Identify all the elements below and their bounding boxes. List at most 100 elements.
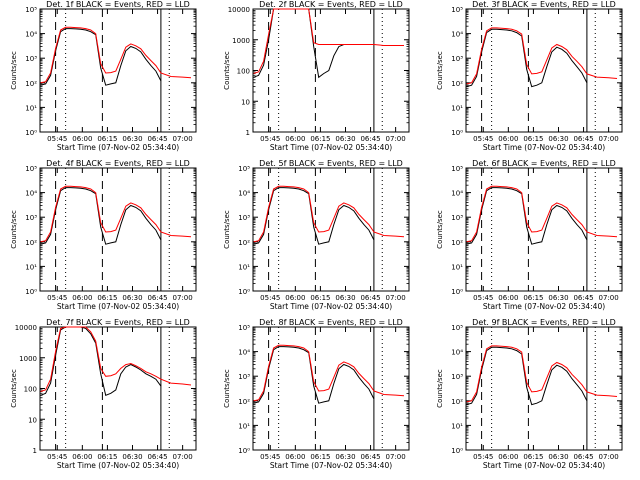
y-axis-label: Counts/sec xyxy=(10,210,18,249)
x-tick-label: 06:00 xyxy=(498,453,518,461)
y-tick-label: 10² xyxy=(25,80,37,88)
x-tick-label: 07:00 xyxy=(599,453,619,461)
y-tick-label: 10³ xyxy=(451,373,463,381)
y-tick-label: 10000 xyxy=(15,324,37,332)
x-tick-label: 05:45 xyxy=(260,294,280,302)
y-tick-label: 10¹ xyxy=(238,422,250,430)
x-tick-label: 06:00 xyxy=(285,294,305,302)
x-axis-label: Start Time (07-Nov-02 05:34:40) xyxy=(57,302,179,311)
chart-title: Det. 9f BLACK = Events, RED = LLD xyxy=(472,318,616,327)
x-tick-label: 06:15 xyxy=(310,294,330,302)
y-tick-label: 1000 xyxy=(232,37,250,45)
x-tick-label: 06:00 xyxy=(285,135,305,143)
y-axis-label: Counts/sec xyxy=(10,369,18,408)
y-tick-label: 1 xyxy=(33,447,37,455)
y-tick-label: 10⁴ xyxy=(25,31,37,39)
plot-frame xyxy=(465,8,623,133)
y-tick-label: 10¹ xyxy=(451,263,463,271)
series-line-lld xyxy=(40,326,192,392)
x-tick-label: 06:15 xyxy=(97,453,117,461)
y-tick-label: 10³ xyxy=(451,55,463,63)
plot-frame xyxy=(39,8,197,133)
chart-title: Det. 7f BLACK = Events, RED = LLD xyxy=(46,318,190,327)
x-tick-label: 07:00 xyxy=(173,294,193,302)
x-axis-label: Start Time (07-Nov-02 05:34:40) xyxy=(483,302,605,311)
x-tick-label: 06:45 xyxy=(147,294,167,302)
x-axis-label: Start Time (07-Nov-02 05:34:40) xyxy=(57,143,179,152)
y-tick-label: 1 xyxy=(246,129,250,137)
plot-frame xyxy=(39,167,197,292)
series-line-lld xyxy=(253,8,404,74)
y-tick-label: 10⁰ xyxy=(451,447,463,455)
y-tick-label: 10⁴ xyxy=(451,31,463,39)
x-tick-label: 05:45 xyxy=(47,135,67,143)
x-tick-label: 06:45 xyxy=(360,294,380,302)
x-tick-label: 06:00 xyxy=(72,294,92,302)
y-tick-label: 10⁰ xyxy=(25,129,37,137)
y-tick-label: 10¹ xyxy=(451,422,463,430)
x-tick-label: 06:45 xyxy=(360,135,380,143)
chart-panel-3: Det. 3f BLACK = Events, RED = LLD 10⁰ 10¹ 1… xyxy=(436,0,623,152)
x-tick-label: 06:30 xyxy=(548,135,568,143)
y-tick-label: 10¹ xyxy=(25,104,37,112)
x-tick-label: 05:45 xyxy=(260,135,280,143)
x-tick-label: 06:00 xyxy=(498,294,518,302)
y-tick-label: 10² xyxy=(451,398,463,406)
chart-panel-8: Det. 8f BLACK = Events, RED = LLD 10⁰ 10¹ 1… xyxy=(223,318,410,470)
x-axis-label: Start Time (07-Nov-02 05:34:40) xyxy=(270,302,392,311)
x-tick-label: 05:45 xyxy=(473,453,493,461)
y-tick-label: 10⁰ xyxy=(238,447,250,455)
y-tick-label: 10⁵ xyxy=(25,6,37,14)
chart-panel-2: Det. 2f BLACK = Events, RED = LLD 1 10 100 1… xyxy=(223,0,410,152)
y-tick-label: 10² xyxy=(451,80,463,88)
x-tick-label: 07:00 xyxy=(386,135,406,143)
chart-panel-7: Det. 7f BLACK = Events, RED = LLD 1 10 100 1… xyxy=(10,318,197,470)
y-tick-label: 10³ xyxy=(238,214,250,222)
y-tick-label: 10³ xyxy=(25,214,37,222)
y-axis-label: Counts/sec xyxy=(436,51,444,90)
chart-title: Det. 4f BLACK = Events, RED = LLD xyxy=(46,159,190,168)
y-tick-label: 10⁵ xyxy=(25,165,37,173)
y-tick-label: 10⁵ xyxy=(238,324,250,332)
y-tick-label: 10¹ xyxy=(451,104,463,112)
x-axis-label: Start Time (07-Nov-02 05:34:40) xyxy=(57,461,179,470)
plot-frame xyxy=(252,167,410,292)
y-tick-label: 10⁵ xyxy=(238,165,250,173)
series-line-lld xyxy=(466,27,618,85)
y-tick-label: 10⁴ xyxy=(451,349,463,357)
x-tick-label: 07:00 xyxy=(386,453,406,461)
y-tick-label: 10³ xyxy=(25,55,37,63)
y-tick-label: 10² xyxy=(25,239,37,247)
chart-title: Det. 1f BLACK = Events, RED = LLD xyxy=(46,0,190,9)
chart-title: Det. 3f BLACK = Events, RED = LLD xyxy=(472,0,616,9)
y-tick-label: 10000 xyxy=(228,6,250,14)
x-tick-label: 05:45 xyxy=(260,453,280,461)
x-tick-label: 06:30 xyxy=(335,135,355,143)
x-tick-label: 05:45 xyxy=(47,453,67,461)
y-axis-label: Counts/sec xyxy=(10,51,18,90)
x-tick-label: 06:15 xyxy=(523,294,543,302)
x-tick-label: 07:00 xyxy=(599,294,619,302)
chart-panel-6: Det. 6f BLACK = Events, RED = LLD 10⁰ 10¹ 1… xyxy=(436,159,623,311)
x-tick-label: 07:00 xyxy=(599,135,619,143)
x-tick-label: 05:45 xyxy=(47,294,67,302)
y-tick-label: 10² xyxy=(238,398,250,406)
x-axis-label: Start Time (07-Nov-02 05:34:40) xyxy=(483,143,605,152)
chart-panel-9: Det. 9f BLACK = Events, RED = LLD 10⁰ 10¹ 1… xyxy=(436,318,623,470)
x-tick-label: 06:45 xyxy=(573,135,593,143)
y-axis-label: Counts/sec xyxy=(223,369,231,408)
y-tick-label: 10² xyxy=(238,239,250,247)
x-tick-label: 06:30 xyxy=(122,135,142,143)
x-tick-label: 05:45 xyxy=(473,294,493,302)
chart-panel-1: Det. 1f BLACK = Events, RED = LLD 10⁰ 10¹ 1… xyxy=(10,0,197,152)
x-tick-label: 05:45 xyxy=(473,135,493,143)
x-tick-label: 06:15 xyxy=(310,135,330,143)
x-tick-label: 06:00 xyxy=(498,135,518,143)
chart-title: Det. 2f BLACK = Events, RED = LLD xyxy=(259,0,403,9)
series-line-lld xyxy=(466,185,618,243)
series-line-lld xyxy=(253,344,405,402)
y-tick-label: 10¹ xyxy=(25,263,37,271)
y-axis-label: Counts/sec xyxy=(223,210,231,249)
y-tick-label: 10⁰ xyxy=(25,288,37,296)
